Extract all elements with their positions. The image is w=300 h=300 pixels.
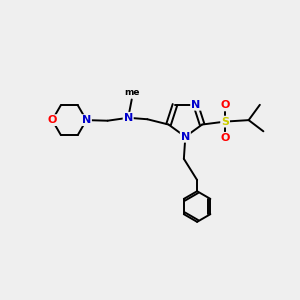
Text: O: O: [220, 100, 230, 110]
Text: me: me: [124, 88, 140, 97]
Text: N: N: [124, 113, 133, 123]
Text: N: N: [82, 115, 91, 125]
Text: N: N: [181, 132, 190, 142]
Text: N: N: [191, 100, 200, 110]
Text: O: O: [47, 115, 57, 125]
Text: O: O: [220, 133, 230, 143]
Text: S: S: [221, 117, 229, 127]
